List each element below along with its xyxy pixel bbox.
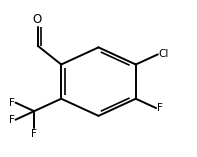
- Text: F: F: [9, 98, 15, 108]
- Text: F: F: [31, 129, 37, 139]
- Text: F: F: [157, 103, 163, 113]
- Text: F: F: [9, 115, 15, 125]
- Text: Cl: Cl: [159, 49, 169, 59]
- Text: O: O: [32, 13, 41, 26]
